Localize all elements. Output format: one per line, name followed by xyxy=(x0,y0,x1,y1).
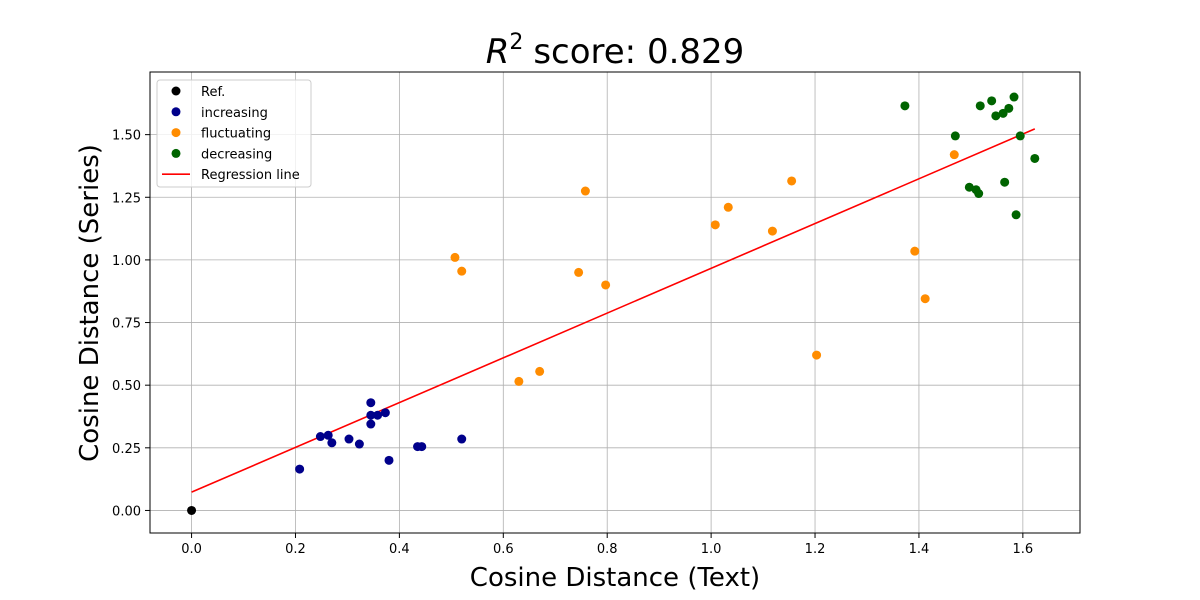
data-point-increasing xyxy=(354,439,364,449)
y-tick-label: 1.50 xyxy=(112,129,141,144)
data-point-fluctuating xyxy=(580,186,590,196)
data-point-decreasing xyxy=(900,101,910,111)
y-tick-label: 0.75 xyxy=(112,317,141,332)
x-tick-label: 0.2 xyxy=(285,542,306,557)
x-axis-ticks: 0.0 0.2 0.4 0.6 0.8 1.0 1.2 1.4 1.6 xyxy=(181,533,1033,557)
data-point-increasing xyxy=(366,419,376,429)
data-point-ref xyxy=(187,505,197,515)
data-point-decreasing xyxy=(1011,210,1021,220)
data-point-increasing xyxy=(315,432,325,442)
x-tick-label: 1.0 xyxy=(701,542,722,557)
data-point-decreasing xyxy=(1004,103,1014,113)
data-point-increasing xyxy=(373,410,383,420)
x-tick-label: 1.6 xyxy=(1013,542,1034,557)
y-tick-label: 0.00 xyxy=(112,504,141,519)
legend-marker-fluctuating xyxy=(171,128,181,138)
data-point-decreasing xyxy=(964,182,974,192)
legend-label-increasing: increasing xyxy=(201,106,268,121)
legend: Ref. increasing fluctuating decreasing Regre… xyxy=(156,79,312,188)
data-point-fluctuating xyxy=(949,150,959,160)
data-point-fluctuating xyxy=(812,350,822,360)
x-tick-label: 0.0 xyxy=(181,542,202,557)
legend-marker-decreasing xyxy=(171,148,181,158)
data-point-fluctuating xyxy=(767,226,777,236)
data-point-fluctuating xyxy=(920,294,930,304)
data-point-decreasing xyxy=(987,96,997,106)
legend-label-decreasing: decreasing xyxy=(201,147,272,162)
legend-label-fluctuating: fluctuating xyxy=(201,127,271,142)
x-tick-label: 0.6 xyxy=(493,542,514,557)
data-point-increasing xyxy=(417,442,427,452)
plot-area-frame xyxy=(149,71,1081,534)
data-point-fluctuating xyxy=(601,280,611,290)
y-tick-label: 1.00 xyxy=(112,254,141,269)
data-point-decreasing xyxy=(1030,153,1040,163)
regression-line-layer xyxy=(191,128,1036,493)
data-point-decreasing xyxy=(991,111,1001,121)
data-point-fluctuating xyxy=(514,376,524,386)
y-tick-label: 1.25 xyxy=(112,191,141,206)
x-tick-label: 0.4 xyxy=(389,542,410,557)
data-point-decreasing xyxy=(1015,131,1025,141)
x-tick-label: 1.2 xyxy=(805,542,826,557)
data-point-fluctuating xyxy=(910,246,920,256)
title-math-symbol: R xyxy=(486,32,510,72)
data-point-increasing xyxy=(380,408,390,418)
data-point-fluctuating xyxy=(723,202,733,212)
x-tick-label: 1.4 xyxy=(909,542,930,557)
data-point-increasing xyxy=(366,398,376,408)
data-point-fluctuating xyxy=(450,252,460,262)
y-axis-label: Cosine Distance (Series) xyxy=(75,144,105,462)
data-point-fluctuating xyxy=(710,220,720,230)
data-point-increasing xyxy=(327,438,337,448)
data-point-increasing xyxy=(366,410,376,420)
legend-label-regression-line: Regression line xyxy=(201,168,300,183)
regression-line xyxy=(191,128,1036,493)
legend-marker-increasing xyxy=(171,107,181,117)
legend-entries: Ref. increasing fluctuating decreasing Regre… xyxy=(162,85,300,183)
data-point-fluctuating xyxy=(574,267,584,277)
title-math-exponent: 2 xyxy=(509,30,523,55)
chart-title: R2 score: 0.829 xyxy=(486,30,745,72)
data-point-increasing xyxy=(323,430,333,440)
data-point-decreasing xyxy=(975,101,985,111)
x-axis-label: Cosine Distance (Text) xyxy=(470,563,760,593)
scatter-points xyxy=(187,92,1040,515)
data-point-increasing xyxy=(295,464,305,474)
data-point-increasing xyxy=(344,434,354,444)
data-point-decreasing xyxy=(1000,177,1010,187)
legend-label-ref: Ref. xyxy=(201,85,225,100)
data-point-fluctuating xyxy=(457,266,467,276)
data-point-decreasing xyxy=(974,189,984,199)
data-point-decreasing xyxy=(950,131,960,141)
data-point-fluctuating xyxy=(535,366,545,376)
data-point-increasing xyxy=(457,434,467,444)
y-tick-label: 0.50 xyxy=(112,379,141,394)
title-text: score: 0.829 xyxy=(533,32,744,72)
data-point-decreasing xyxy=(1009,92,1019,102)
data-point-fluctuating xyxy=(787,176,797,186)
x-tick-label: 0.8 xyxy=(597,542,618,557)
y-tick-label: 0.25 xyxy=(112,442,141,457)
y-axis-ticks: 0.00 0.25 0.50 0.75 1.00 1.25 1.50 xyxy=(112,129,150,519)
data-point-increasing xyxy=(384,455,394,465)
legend-box xyxy=(156,79,312,188)
legend-marker-ref xyxy=(171,86,181,96)
